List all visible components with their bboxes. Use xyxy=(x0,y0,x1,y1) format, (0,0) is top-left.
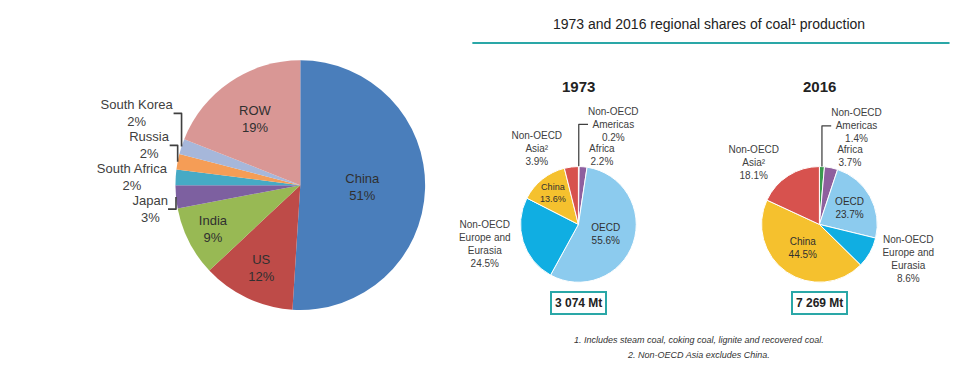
svg-text:Russia2%: Russia2% xyxy=(129,129,170,161)
svg-text:ROW19%: ROW19% xyxy=(239,103,272,135)
svg-text:India9%: India9% xyxy=(199,213,228,245)
svg-text:Non-OECDEurope andEurasia24.5%: Non-OECDEurope andEurasia24.5% xyxy=(459,219,511,269)
svg-text:Non-OECDAmericas1.4%: Non-OECDAmericas1.4% xyxy=(831,107,882,144)
svg-text:China44.5%: China44.5% xyxy=(789,236,817,260)
svg-text:South Korea2%: South Korea2% xyxy=(101,97,174,129)
svg-text:Japan3%: Japan3% xyxy=(133,193,168,225)
svg-text:Non-OECDAsia²3.9%: Non-OECDAsia²3.9% xyxy=(512,130,563,167)
svg-text:1973 and 2016 regional shares: 1973 and 2016 regional shares of coal¹ p… xyxy=(553,16,865,32)
svg-text:OECD55.6%: OECD55.6% xyxy=(591,222,620,246)
svg-text:7 269 Mt: 7 269 Mt xyxy=(796,296,843,310)
svg-text:Non-OECDEurope andEurasia8.6%: Non-OECDEurope andEurasia8.6% xyxy=(882,234,934,284)
svg-text:China51%: China51% xyxy=(345,171,380,203)
svg-text:Africa3.7%: Africa3.7% xyxy=(837,144,863,168)
svg-text:1973: 1973 xyxy=(562,78,595,95)
svg-text:2. Non-OECD Asia excludes Chin: 2. Non-OECD Asia excludes China. xyxy=(627,350,770,360)
svg-text:1. Includes steam coal, coking: 1. Includes steam coal, coking coal, lig… xyxy=(574,335,824,345)
svg-text:Non-OECDAsia²18.1%: Non-OECDAsia²18.1% xyxy=(728,144,779,181)
svg-text:3 074 Mt: 3 074 Mt xyxy=(555,296,602,310)
svg-text:Non-OECDAmericas0.2%: Non-OECDAmericas0.2% xyxy=(588,106,639,143)
svg-text:US12%: US12% xyxy=(248,252,274,284)
svg-text:2016: 2016 xyxy=(803,78,836,95)
svg-text:South Africa2%: South Africa2% xyxy=(97,161,168,193)
svg-text:China13.6%: China13.6% xyxy=(540,182,566,204)
svg-text:OECD23.7%: OECD23.7% xyxy=(835,196,864,220)
svg-text:Africa2.2%: Africa2.2% xyxy=(589,143,615,167)
